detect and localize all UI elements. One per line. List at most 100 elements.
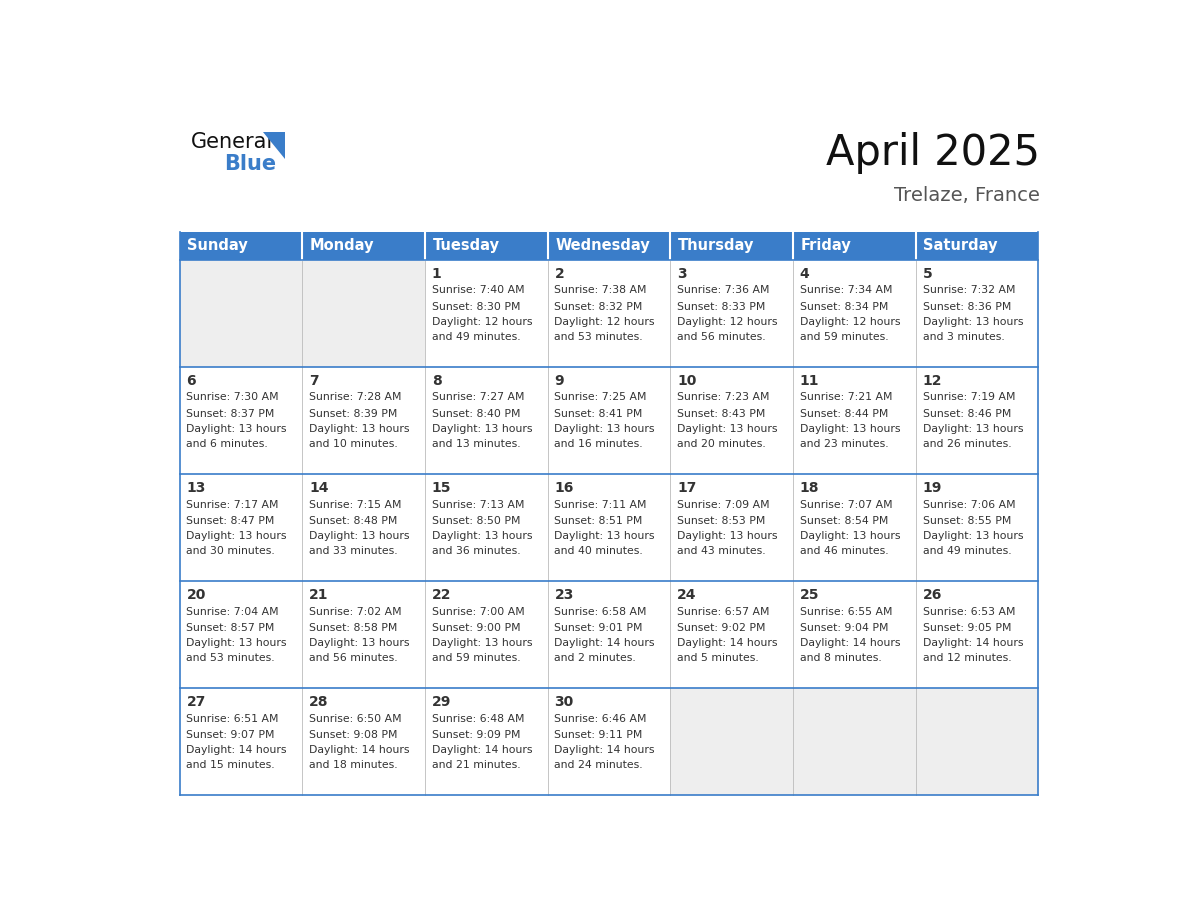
Text: Sunset: 8:54 PM: Sunset: 8:54 PM (800, 516, 889, 526)
Text: 25: 25 (800, 588, 820, 602)
Text: and 16 minutes.: and 16 minutes. (555, 439, 643, 449)
Text: Sunset: 8:57 PM: Sunset: 8:57 PM (187, 622, 274, 633)
Text: Saturday: Saturday (923, 239, 998, 253)
Text: and 5 minutes.: and 5 minutes. (677, 653, 759, 663)
Text: Sunrise: 7:28 AM: Sunrise: 7:28 AM (309, 392, 402, 402)
Text: Sunrise: 7:36 AM: Sunrise: 7:36 AM (677, 285, 770, 296)
Text: 20: 20 (187, 588, 206, 602)
Text: and 2 minutes.: and 2 minutes. (555, 653, 637, 663)
Bar (792, 367, 916, 474)
Text: Daylight: 12 hours: Daylight: 12 hours (677, 317, 778, 327)
Text: Sunset: 8:40 PM: Sunset: 8:40 PM (431, 409, 520, 419)
Text: Daylight: 13 hours: Daylight: 13 hours (187, 532, 287, 541)
Bar (179, 232, 302, 260)
Text: Sunrise: 7:06 AM: Sunrise: 7:06 AM (923, 499, 1015, 509)
Bar (670, 232, 792, 260)
Text: 11: 11 (800, 374, 820, 388)
Text: Sunset: 9:08 PM: Sunset: 9:08 PM (309, 730, 398, 740)
Text: 2: 2 (555, 267, 564, 281)
Text: Sunset: 8:43 PM: Sunset: 8:43 PM (677, 409, 765, 419)
Text: 18: 18 (800, 481, 820, 495)
Text: Sunset: 8:46 PM: Sunset: 8:46 PM (923, 409, 1011, 419)
Text: and 24 minutes.: and 24 minutes. (555, 760, 643, 770)
Text: Sunset: 8:33 PM: Sunset: 8:33 PM (677, 301, 765, 311)
Text: Daylight: 13 hours: Daylight: 13 hours (923, 424, 1023, 434)
Text: Sunrise: 7:00 AM: Sunrise: 7:00 AM (431, 607, 525, 617)
Text: Tuesday: Tuesday (432, 239, 500, 253)
Text: Sunset: 8:50 PM: Sunset: 8:50 PM (431, 516, 520, 526)
Text: Sunset: 8:41 PM: Sunset: 8:41 PM (555, 409, 643, 419)
Text: Sunset: 9:02 PM: Sunset: 9:02 PM (677, 622, 765, 633)
Text: Sunset: 8:44 PM: Sunset: 8:44 PM (800, 409, 889, 419)
Text: Sunrise: 6:48 AM: Sunrise: 6:48 AM (431, 714, 524, 723)
Text: Sunrise: 7:02 AM: Sunrise: 7:02 AM (309, 607, 402, 617)
Text: Sunrise: 7:04 AM: Sunrise: 7:04 AM (187, 607, 279, 617)
Text: Daylight: 13 hours: Daylight: 13 hours (309, 638, 410, 648)
Text: and 30 minutes.: and 30 minutes. (187, 545, 276, 555)
Text: Daylight: 13 hours: Daylight: 13 hours (677, 424, 778, 434)
Text: Daylight: 12 hours: Daylight: 12 hours (800, 317, 901, 327)
Text: 13: 13 (187, 481, 206, 495)
Text: Daylight: 13 hours: Daylight: 13 hours (431, 638, 532, 648)
Text: Sunrise: 7:40 AM: Sunrise: 7:40 AM (431, 285, 524, 296)
Bar (179, 581, 302, 688)
Text: Sunrise: 7:19 AM: Sunrise: 7:19 AM (923, 392, 1015, 402)
Text: Sunset: 9:00 PM: Sunset: 9:00 PM (431, 622, 520, 633)
Bar (302, 688, 425, 796)
Text: 26: 26 (923, 588, 942, 602)
Bar (548, 260, 670, 367)
Bar (425, 581, 548, 688)
Text: and 56 minutes.: and 56 minutes. (309, 653, 398, 663)
Text: and 49 minutes.: and 49 minutes. (431, 331, 520, 341)
Bar (179, 688, 302, 796)
Text: and 13 minutes.: and 13 minutes. (431, 439, 520, 449)
Text: 21: 21 (309, 588, 329, 602)
Text: and 18 minutes.: and 18 minutes. (309, 760, 398, 770)
Text: and 49 minutes.: and 49 minutes. (923, 545, 1011, 555)
Text: and 43 minutes.: and 43 minutes. (677, 545, 766, 555)
Text: Sunset: 8:55 PM: Sunset: 8:55 PM (923, 516, 1011, 526)
Bar (916, 232, 1038, 260)
Text: Sunday: Sunday (188, 239, 248, 253)
Text: Sunset: 8:48 PM: Sunset: 8:48 PM (309, 516, 398, 526)
Text: Sunrise: 6:51 AM: Sunrise: 6:51 AM (187, 714, 279, 723)
Text: Sunrise: 7:23 AM: Sunrise: 7:23 AM (677, 392, 770, 402)
Text: Sunset: 9:07 PM: Sunset: 9:07 PM (187, 730, 274, 740)
Text: Friday: Friday (801, 239, 852, 253)
Text: and 23 minutes.: and 23 minutes. (800, 439, 889, 449)
Bar (425, 367, 548, 474)
Bar (302, 367, 425, 474)
Text: 22: 22 (431, 588, 451, 602)
Text: Blue: Blue (223, 154, 276, 174)
Text: Sunrise: 7:13 AM: Sunrise: 7:13 AM (431, 499, 524, 509)
Text: 6: 6 (187, 374, 196, 388)
Text: 14: 14 (309, 481, 329, 495)
Bar (548, 232, 670, 260)
Bar (548, 688, 670, 796)
Text: Sunrise: 7:25 AM: Sunrise: 7:25 AM (555, 392, 647, 402)
Bar (792, 232, 916, 260)
Text: Sunrise: 7:30 AM: Sunrise: 7:30 AM (187, 392, 279, 402)
Text: Sunset: 8:37 PM: Sunset: 8:37 PM (187, 409, 274, 419)
Text: 10: 10 (677, 374, 696, 388)
Bar (670, 474, 792, 581)
Text: 29: 29 (431, 695, 451, 710)
Text: General: General (191, 131, 273, 151)
Text: Sunrise: 6:57 AM: Sunrise: 6:57 AM (677, 607, 770, 617)
Text: and 33 minutes.: and 33 minutes. (309, 545, 398, 555)
Text: Sunrise: 6:58 AM: Sunrise: 6:58 AM (555, 607, 647, 617)
Text: Daylight: 14 hours: Daylight: 14 hours (800, 638, 901, 648)
Text: and 46 minutes.: and 46 minutes. (800, 545, 889, 555)
Text: 7: 7 (309, 374, 318, 388)
Text: 17: 17 (677, 481, 696, 495)
Text: Sunset: 9:01 PM: Sunset: 9:01 PM (555, 622, 643, 633)
Text: Sunrise: 7:07 AM: Sunrise: 7:07 AM (800, 499, 892, 509)
Text: and 8 minutes.: and 8 minutes. (800, 653, 881, 663)
Text: Daylight: 13 hours: Daylight: 13 hours (800, 424, 901, 434)
Polygon shape (264, 132, 285, 159)
Text: and 10 minutes.: and 10 minutes. (309, 439, 398, 449)
Text: Sunset: 8:47 PM: Sunset: 8:47 PM (187, 516, 274, 526)
Text: 23: 23 (555, 588, 574, 602)
Text: Daylight: 12 hours: Daylight: 12 hours (555, 317, 655, 327)
Bar (302, 260, 425, 367)
